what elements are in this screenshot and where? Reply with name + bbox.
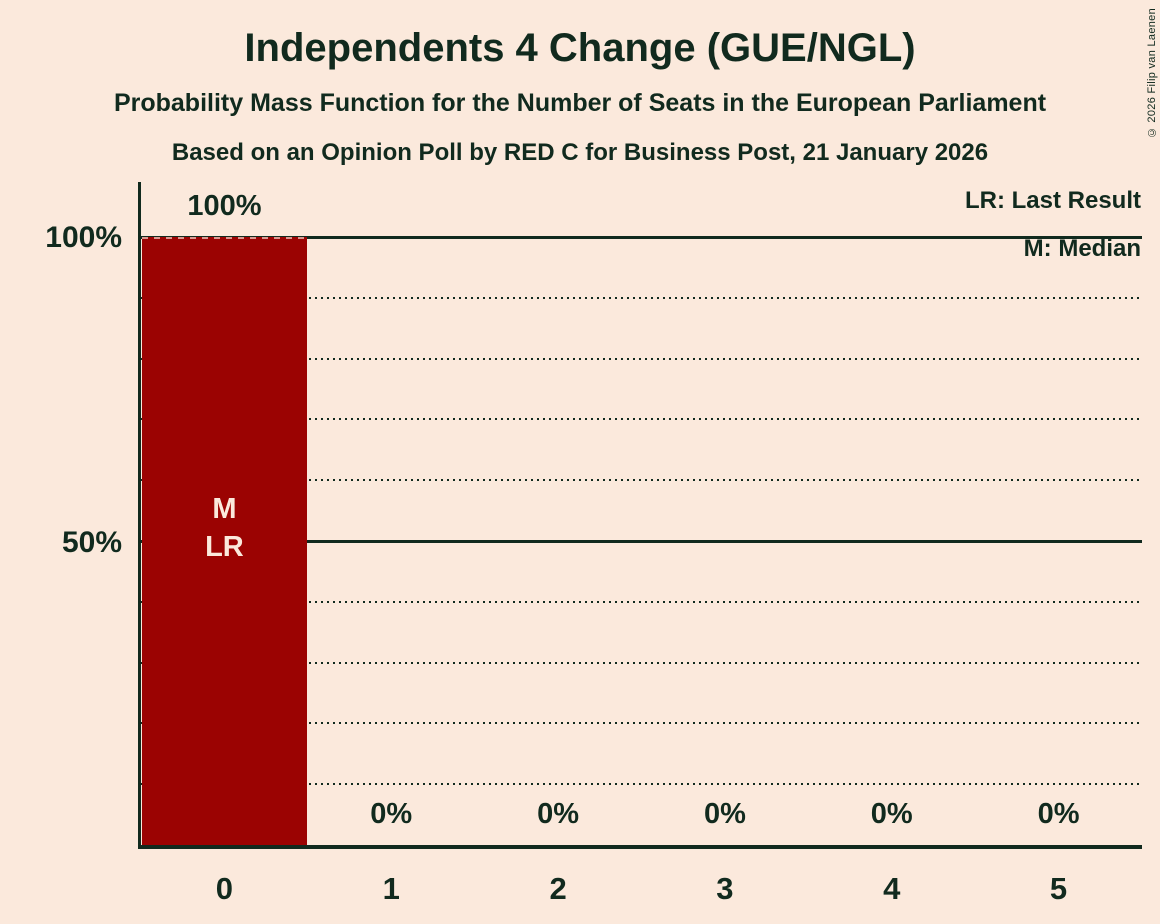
legend-last-result: LR: Last Result	[964, 187, 1141, 214]
bar-seats-0	[142, 237, 307, 845]
gridline-40-dotted	[141, 600, 1142, 603]
bar-value-label-0: 100%	[187, 190, 262, 222]
gridline-60-dotted	[141, 479, 1142, 482]
gridline-20-dotted	[141, 722, 1142, 725]
bar-value-label-1: 0%	[370, 798, 413, 830]
gridline-90-dotted	[141, 296, 1142, 299]
annotation-label-m: M	[212, 493, 237, 525]
x-tick-label-5: 5	[1049, 871, 1068, 906]
x-axis-labels: 0 1 2 3 4 5	[141, 849, 1142, 924]
gridline-30-dotted	[141, 661, 1142, 664]
bar-value-label-3: 0%	[703, 798, 746, 830]
chart-title: Independents 4 Change (GUE/NGL)	[244, 26, 916, 70]
x-tick-label-3: 3	[716, 871, 734, 906]
bar-value-label-2: 0%	[537, 798, 580, 830]
annotation-label-lr: LR	[205, 531, 244, 563]
x-tick-label-0: 0	[215, 871, 234, 906]
plot-area: 100% 0% 0% 0% 0% 0% M LR	[138, 182, 1142, 849]
bar-value-label-5: 0%	[1037, 798, 1080, 830]
x-tick-label-1: 1	[382, 871, 400, 906]
gridline-50-solid	[141, 539, 1142, 543]
gridline-10-dotted	[141, 783, 1142, 786]
y-axis-label-50: 50%	[61, 526, 122, 559]
gridline-100-solid	[141, 235, 1142, 239]
bar-annotation-median-lastresult: M LR	[141, 490, 308, 566]
bar-value-label-4: 0%	[870, 798, 913, 830]
chart-source-line: Based on an Opinion Poll by RED C for Bu…	[171, 139, 989, 166]
chart-subtitle: Probability Mass Function for the Number…	[113, 89, 1047, 117]
x-tick-label-4: 4	[883, 871, 901, 906]
gridline-80-dotted	[141, 357, 1142, 360]
bar-top-gridline-overlay	[142, 237, 307, 239]
y-axis-label-100: 100%	[45, 221, 122, 254]
x-tick-label-2: 2	[549, 871, 567, 906]
gridline-70-dotted	[141, 418, 1142, 421]
legend-median: M: Median	[1023, 235, 1141, 262]
